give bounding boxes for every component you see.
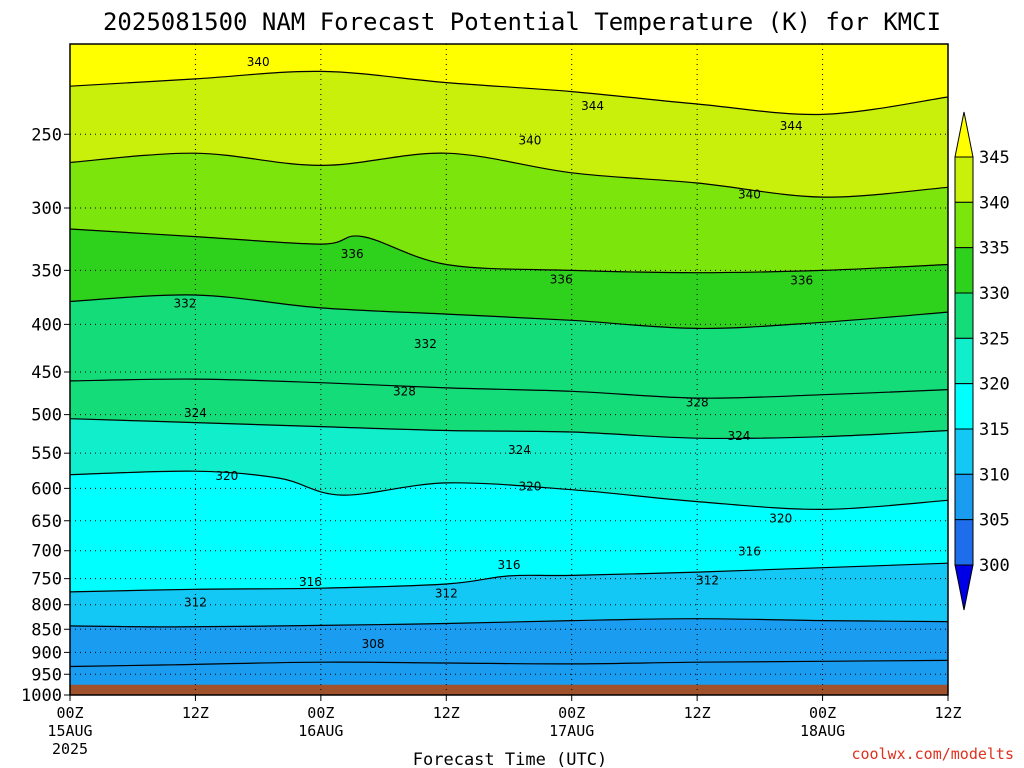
contour-label: 316 (299, 575, 322, 589)
contour-label: 312 (696, 573, 719, 587)
y-tick-label: 1000 (21, 686, 62, 706)
plot-frame (69, 43, 949, 696)
contour-line (70, 659, 948, 668)
contour-label: 324 (184, 406, 207, 420)
contour-line (70, 378, 948, 399)
contour-label: 328 (686, 395, 709, 409)
colorbar-label: 300 (979, 556, 1010, 576)
x-tick-label: 12Z (934, 704, 961, 722)
contour-line (70, 228, 948, 274)
contour-label: 336 (550, 272, 573, 286)
contour-line (70, 618, 948, 628)
x-tick-date: 17AUG (549, 722, 594, 740)
contour-label: 316 (738, 544, 761, 558)
colorbar-bottom-arrow (954, 564, 974, 611)
colorbar-segment (954, 519, 974, 566)
colorbar-label: 325 (979, 329, 1010, 349)
colorbar-segment (954, 473, 974, 521)
band-fill (529, 44, 948, 96)
contour-label: 320 (518, 479, 541, 493)
contour-label: 312 (184, 596, 207, 610)
colorbar-label: 310 (979, 465, 1010, 485)
x-tick-date: 18AUG (800, 722, 845, 740)
x-tick-date: 16AUG (298, 722, 343, 740)
y-tick-label: 700 (31, 542, 62, 562)
colorbar-segment (954, 383, 974, 430)
x-axis-label: Forecast Time (UTC) (413, 750, 607, 768)
x-tick-label: 00Z (809, 704, 836, 722)
colorbar-segment (954, 428, 974, 475)
colorbar-label: 345 (979, 148, 1010, 168)
contour-label: 312 (435, 586, 458, 600)
contour-labels: 340 344 340 344 340 336 336 336 332 332 328 328 324 3… (174, 55, 814, 651)
contour-label: 332 (414, 337, 437, 351)
contour-line (70, 152, 948, 198)
contour-line (70, 418, 948, 440)
colorbar-label: 305 (979, 511, 1010, 531)
contour-label: 324 (508, 443, 531, 457)
colorbar: 345 340 335 330 325 320 315 310 305 300 (954, 111, 1010, 611)
x-tick-label: 12Z (182, 704, 209, 722)
colorbar-segment (954, 201, 974, 249)
y-tick-label: 650 (31, 512, 62, 532)
x-tick-label: 00Z (307, 704, 334, 722)
x-tick-label: 00Z (558, 704, 585, 722)
colorbar-top-arrow (954, 111, 974, 158)
x-tick-label: 12Z (684, 704, 711, 722)
chart-title: 2025081500 NAM Forecast Potential Temper… (103, 8, 941, 36)
y-tick-label: 600 (31, 479, 62, 499)
contour-label: 336 (790, 274, 813, 288)
colorbar-segment (954, 156, 974, 203)
y-tick-label: 900 (31, 643, 62, 663)
plot-area (70, 44, 948, 695)
contour-label: 320 (215, 469, 238, 483)
colorbar-segment (954, 247, 974, 294)
contour-label: 332 (174, 297, 197, 311)
contour-line (70, 562, 948, 593)
contour-line (70, 470, 948, 511)
y-tick-label: 500 (31, 406, 62, 426)
contour-label: 320 (769, 511, 792, 525)
credit-text: coolwx.com/modelts (851, 745, 1014, 763)
x-tick-label: 12Z (433, 704, 460, 722)
contour-label: 328 (393, 384, 416, 398)
y-tick-label: 750 (31, 570, 62, 590)
y-axis: 250 300 350 400 450 500 550 600 650 700 750 800 850 9… (21, 125, 70, 706)
colorbar-label: 335 (979, 239, 1010, 259)
contour-label: 340 (518, 134, 541, 148)
x-tick-label: 00Z (56, 704, 83, 722)
colorbar-label: 330 (979, 284, 1010, 304)
y-tick-label: 800 (31, 596, 62, 616)
contour-label: 344 (581, 99, 604, 113)
y-tick-label: 950 (31, 665, 62, 685)
y-tick-label: 250 (31, 125, 62, 145)
y-tick-label: 450 (31, 363, 62, 383)
colorbar-segment (954, 337, 974, 385)
x-tick-date: 15AUG (47, 722, 92, 740)
colorbar-segment (954, 292, 974, 339)
x-tick-year: 2025 (52, 740, 88, 758)
contour-label: 316 (498, 558, 521, 572)
contour-line (70, 294, 948, 330)
contour-label: 340 (738, 187, 761, 201)
contour-label: 344 (780, 119, 803, 133)
surface-fill (70, 684, 948, 695)
contour-label: 308 (362, 637, 385, 651)
contour-lines (70, 70, 948, 668)
y-tick-label: 350 (31, 261, 62, 281)
y-tick-label: 400 (31, 315, 62, 335)
contour-label: 336 (341, 247, 364, 261)
colorbar-label: 340 (979, 193, 1010, 213)
y-tick-label: 850 (31, 620, 62, 640)
colorbar-label: 315 (979, 420, 1010, 440)
contour-line (70, 70, 948, 116)
contour-label: 340 (247, 55, 270, 69)
y-tick-label: 550 (31, 444, 62, 464)
colorbar-label: 320 (979, 375, 1010, 395)
y-tick-label: 300 (31, 199, 62, 219)
contour-label: 324 (727, 429, 750, 443)
